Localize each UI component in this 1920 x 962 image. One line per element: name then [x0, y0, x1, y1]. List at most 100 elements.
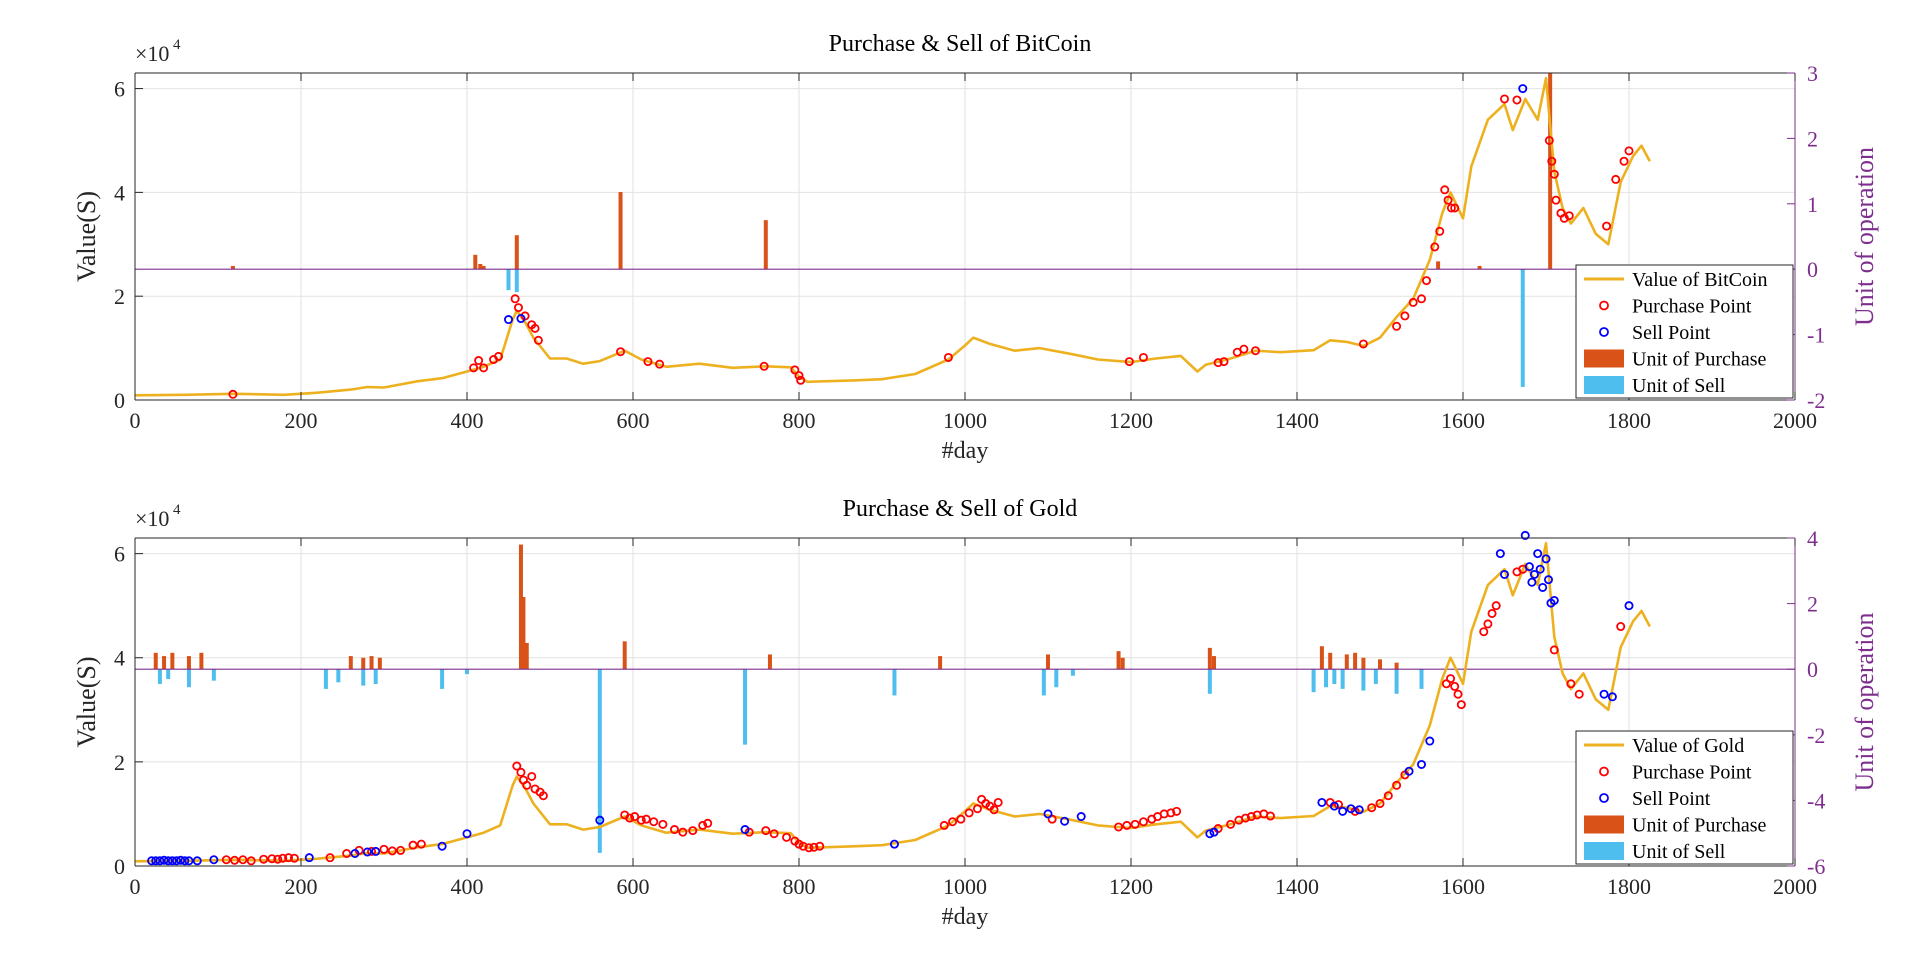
sell-point	[304, 853, 314, 863]
sell-point	[1425, 736, 1435, 746]
purchase-point	[1367, 803, 1377, 813]
purchase-point	[761, 826, 771, 836]
purchase-point	[1265, 811, 1275, 821]
legend-entry-label: Sell Point	[1632, 322, 1711, 344]
purchase-bar	[199, 652, 204, 670]
purchase-point	[1400, 311, 1410, 321]
sell-point	[192, 856, 202, 866]
purchase-point	[1611, 174, 1621, 184]
legend: Value of Gold Purchase Point Sell Point Uni…	[1575, 730, 1794, 865]
x-tick-label: 400	[451, 874, 484, 899]
x-tick-label: 1000	[943, 874, 987, 899]
purchase-bar	[518, 544, 523, 670]
purchase-point	[1544, 135, 1554, 145]
purchase-point	[782, 832, 792, 842]
purchase-point	[408, 840, 418, 850]
legend-entry-label: Value of Gold	[1632, 735, 1744, 757]
sell-bar	[1054, 669, 1059, 688]
purchase-point	[416, 839, 426, 849]
sell-point	[1317, 797, 1327, 807]
x-tick-label: 1200	[1109, 408, 1153, 433]
x-tick-label: 200	[285, 874, 318, 899]
sell-point	[1404, 766, 1414, 776]
sell-bar	[1332, 669, 1337, 684]
purchase-point	[1450, 203, 1460, 213]
sell-bar	[1041, 669, 1046, 696]
purchase-point	[809, 842, 819, 852]
y2-tick-label: 4	[1807, 526, 1818, 551]
purchase-point	[948, 817, 958, 827]
purchase-point	[1417, 294, 1427, 304]
purchase-point	[494, 351, 504, 361]
x-tick-label: 1400	[1275, 408, 1319, 433]
legend-entry-label: Sell Point	[1632, 788, 1711, 810]
purchase-point	[510, 294, 520, 304]
purchase-point	[516, 767, 526, 777]
x-tick-label: 0	[130, 408, 141, 433]
purchase-point	[759, 361, 769, 371]
y2-tick-label: -2	[1807, 388, 1825, 413]
purchase-point	[538, 791, 548, 801]
y-tick-label: 4	[114, 646, 125, 671]
x-tick-label: 0	[130, 874, 141, 899]
x-tick-label: 1200	[1109, 874, 1153, 899]
purchase-point	[964, 808, 974, 818]
purchase-point	[396, 845, 406, 855]
sell-bar	[1520, 269, 1525, 387]
purchase-point	[1487, 608, 1497, 618]
y2-tick-label: -6	[1807, 854, 1825, 879]
sell-point	[1543, 575, 1553, 585]
sell-bar	[157, 669, 162, 684]
purchase-bar	[153, 652, 158, 670]
sell-bar	[1373, 669, 1378, 684]
purchase-point	[1251, 346, 1261, 356]
purchase-bar	[377, 657, 382, 670]
purchase-point	[1574, 689, 1584, 699]
purchase-point	[387, 846, 397, 856]
purchase-point	[1383, 791, 1393, 801]
legend-entry-label: Unit of Purchase	[1632, 815, 1767, 837]
y-tick-label: 4	[114, 180, 125, 205]
sell-bar	[336, 669, 341, 683]
purchase-point	[230, 855, 240, 865]
legend-entry-label: Purchase Point	[1632, 296, 1752, 318]
sell-point	[595, 815, 605, 825]
purchase-point	[796, 375, 806, 385]
purchase-point	[522, 780, 532, 790]
x-tick-label: 800	[783, 408, 816, 433]
y-exponent-power: 4	[173, 502, 181, 518]
y2-tick-label: -2	[1807, 723, 1825, 748]
y-tick-label: 2	[114, 750, 125, 775]
legend-bar-swatch	[1584, 376, 1624, 394]
purchase-point	[943, 352, 953, 362]
purchase-bar	[1046, 654, 1050, 670]
sell-point	[1533, 549, 1543, 559]
purchase-point	[804, 843, 814, 853]
purchase-bar	[478, 263, 483, 270]
purchase-point	[1130, 819, 1140, 829]
sell-point	[1599, 689, 1609, 699]
sell-bar	[361, 669, 366, 686]
purchase-point	[1547, 156, 1557, 166]
purchase-point	[1375, 799, 1385, 809]
sell-point	[1529, 569, 1539, 579]
y-exponent-power: 4	[173, 37, 181, 53]
purchase-point	[658, 819, 668, 829]
purchase-point	[703, 818, 713, 828]
purchase-bar	[514, 235, 519, 270]
purchase-bar	[1477, 265, 1482, 270]
purchase-point	[1443, 195, 1453, 205]
purchase-point	[267, 854, 277, 864]
sell-point	[516, 314, 526, 324]
legend-marker-swatch	[1599, 766, 1609, 777]
purchase-point	[688, 826, 698, 836]
chart-panel-1: 0 200 400 600 800 1000 1200 1400 1600 1800 2000 0 2 4…	[72, 31, 1879, 464]
y2-tick-label: 1	[1807, 192, 1818, 217]
sell-bar	[186, 669, 191, 688]
purchase-point	[1512, 95, 1522, 105]
y-axis-label: Value(S)	[72, 191, 101, 282]
sell-point	[1205, 829, 1215, 839]
y-exponent: ×10	[135, 41, 169, 66]
x-tick-label: 600	[617, 874, 650, 899]
purchase-bar	[524, 642, 529, 670]
